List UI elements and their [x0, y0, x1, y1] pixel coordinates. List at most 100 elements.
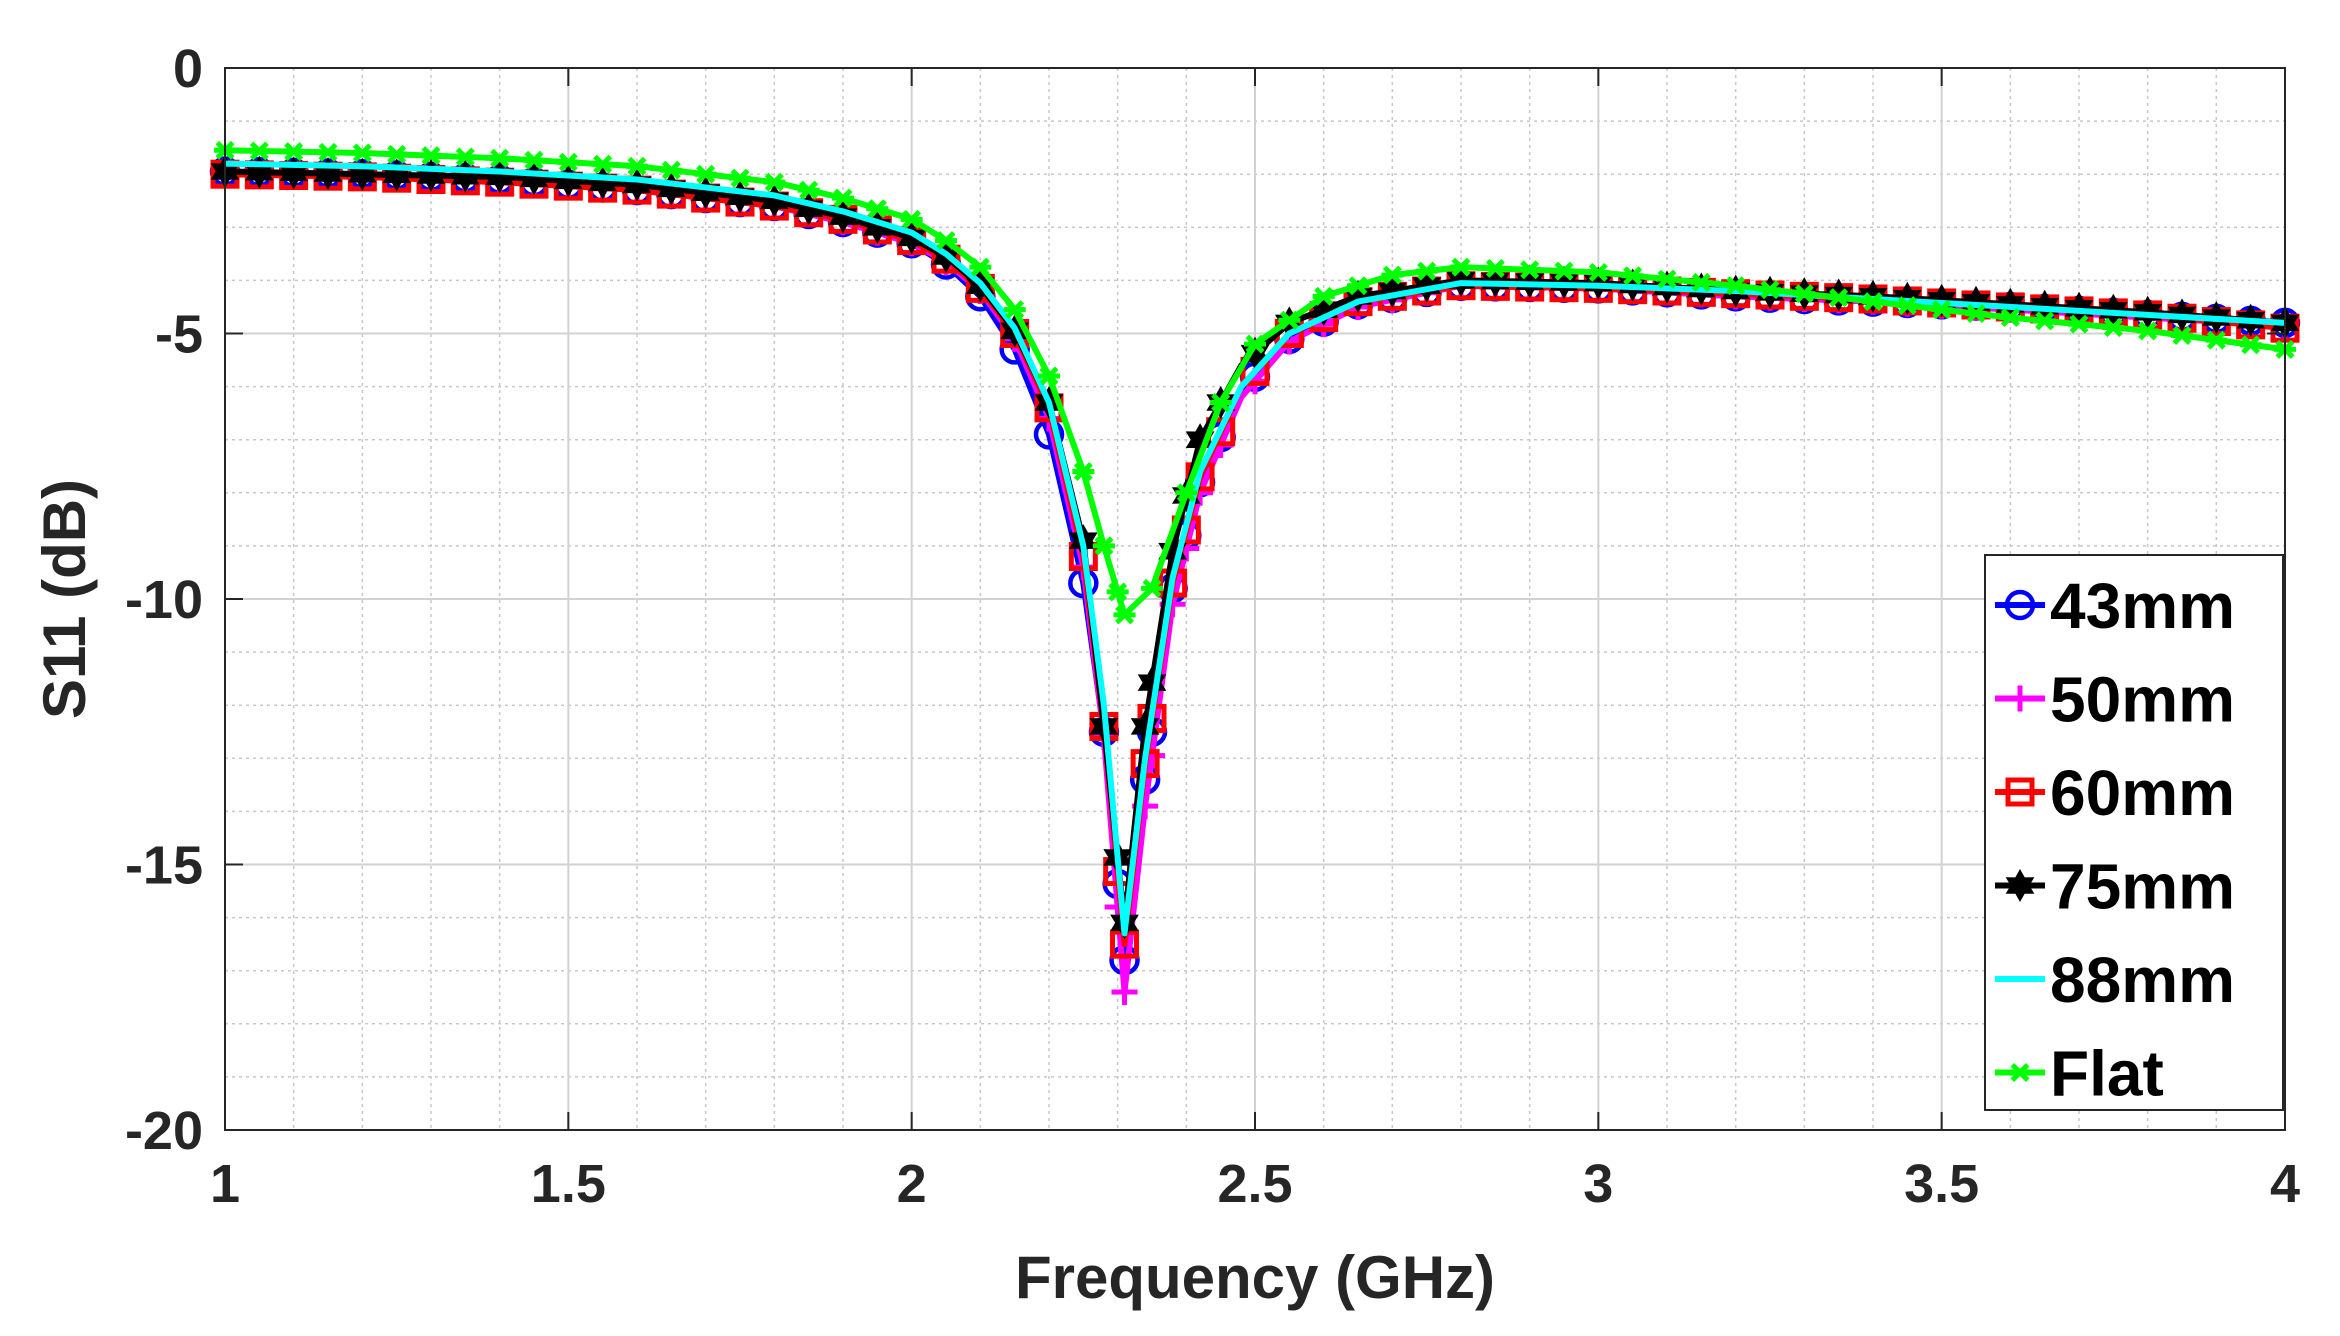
marker-Flat: [282, 142, 305, 162]
legend-entry-Flat: Flat: [1995, 1038, 2164, 1110]
marker-Flat: [1209, 393, 1232, 412]
legend-label: 88mm: [2050, 944, 2235, 1016]
marker-Flat: [1244, 334, 1266, 354]
marker-Flat: [488, 148, 511, 168]
marker-Flat: [1092, 536, 1115, 556]
marker-Flat: [1759, 280, 1781, 300]
marker-Flat: [1621, 266, 1644, 286]
legend-marker: [2009, 1063, 2031, 1082]
legend-label: 43mm: [2050, 570, 2235, 642]
x-tick-label: 2: [897, 1154, 927, 1214]
marker-Flat: [866, 199, 889, 219]
marker-Flat: [248, 141, 271, 161]
marker-Flat: [557, 152, 580, 172]
marker-Flat: [1965, 304, 1987, 324]
x-tick-label: 4: [2270, 1154, 2300, 1214]
legend-marker: [2007, 685, 2033, 712]
marker-Flat: [694, 164, 717, 184]
legend-marker: [2004, 589, 2036, 621]
marker-Flat: [1312, 286, 1335, 306]
legend-entry-75mm: 75mm: [1995, 851, 2235, 923]
marker-Flat: [900, 209, 923, 229]
marker-Flat: [1827, 288, 1850, 308]
marker-Flat: [454, 147, 477, 167]
legend-label: 50mm: [2050, 664, 2235, 736]
marker-Flat: [1793, 284, 1816, 304]
marker-Flat: [832, 188, 854, 208]
y-tick-label: -10: [125, 570, 203, 630]
marker-75mm: [1377, 274, 1407, 308]
series-88mm: [224, 160, 2286, 937]
marker-Flat: [2033, 311, 2056, 331]
x-tick-label: 2.5: [1217, 1154, 1292, 1214]
marker-Flat: [1141, 578, 1163, 598]
y-tick-label: -15: [125, 836, 203, 896]
marker-Flat: [660, 160, 683, 180]
legend: 43mm 50mm 60mm 75mm 88mm Flat: [1984, 554, 2284, 1111]
marker-Flat: [969, 257, 992, 277]
legend-label: 75mm: [2050, 851, 2235, 923]
marker-Flat: [351, 143, 374, 163]
y-tick-label: 0: [173, 39, 203, 99]
marker-Flat: [1930, 300, 1953, 320]
x-tick-labels: 1 1.5 2 2.5 3 3.5 4: [210, 1154, 2300, 1214]
legend-label: 60mm: [2050, 757, 2235, 829]
marker-Flat: [2171, 326, 2193, 345]
legend-marker: [2005, 777, 2035, 807]
marker-75mm: [1412, 269, 1442, 303]
marker-Flat: [2205, 330, 2228, 350]
marker-Flat: [317, 142, 339, 162]
marker-Flat: [763, 172, 786, 192]
marker-Flat: [1484, 258, 1507, 278]
legend-entry-50mm: 50mm: [1995, 664, 2235, 736]
marker-Flat: [385, 144, 408, 164]
marker-Flat: [729, 168, 751, 188]
y-tick-labels: 0 -5 -10 -15 -20: [125, 39, 203, 1161]
marker-Flat: [1724, 276, 1747, 296]
marker-Flat: [1175, 483, 1198, 503]
marker-50mm: [1111, 978, 1138, 1005]
legend-entry-60mm: 60mm: [1995, 757, 2235, 829]
marker-Flat: [1381, 265, 1404, 285]
marker-Flat: [1553, 261, 1575, 281]
series-Flat: [214, 140, 2296, 625]
y-tick-label: -5: [155, 305, 203, 365]
y-tick-label: -20: [125, 1101, 203, 1161]
marker-Flat: [1106, 582, 1129, 602]
marker-Flat: [1003, 300, 1026, 320]
marker-Flat: [1038, 366, 1060, 386]
marker-Flat: [1656, 269, 1678, 289]
marker-Flat: [2068, 314, 2090, 334]
marker-Flat: [1450, 257, 1472, 277]
axis-ticks: [224, 67, 2286, 1131]
marker-Flat: [591, 154, 614, 174]
x-tick-label: 3: [1583, 1154, 1613, 1214]
legend-label: Flat: [2050, 1038, 2164, 1110]
marker-Flat: [1278, 310, 1301, 330]
marker-Flat: [2102, 318, 2125, 337]
x-axis-title: Frequency (GHz): [1015, 1244, 1495, 1311]
marker-Flat: [2136, 321, 2159, 341]
marker-Flat: [1999, 308, 2022, 328]
x-tick-label: 1.5: [531, 1154, 606, 1214]
marker-Flat: [1896, 296, 1919, 316]
marker-Flat: [1415, 261, 1438, 281]
marker-Flat: [420, 146, 442, 166]
series-line-88mm: [224, 160, 2286, 937]
legend-box: [1984, 554, 2284, 1111]
marker-Flat: [1072, 462, 1095, 482]
legend-entry-88mm: 88mm: [1995, 944, 2235, 1016]
series-layer: [209, 140, 2301, 1005]
marker-Flat: [1347, 276, 1369, 296]
y-axis-title: S11 (dB): [31, 479, 98, 719]
marker-Flat: [1862, 292, 1884, 312]
marker-Flat: [1587, 262, 1610, 282]
marker-Flat: [626, 156, 648, 176]
marker-Flat: [2239, 335, 2262, 355]
marker-Flat: [935, 231, 957, 251]
legend-marker: [2005, 868, 2035, 903]
marker-Flat: [797, 180, 820, 200]
x-tick-label: 3.5: [1904, 1154, 1979, 1214]
marker-Flat: [1690, 272, 1713, 292]
